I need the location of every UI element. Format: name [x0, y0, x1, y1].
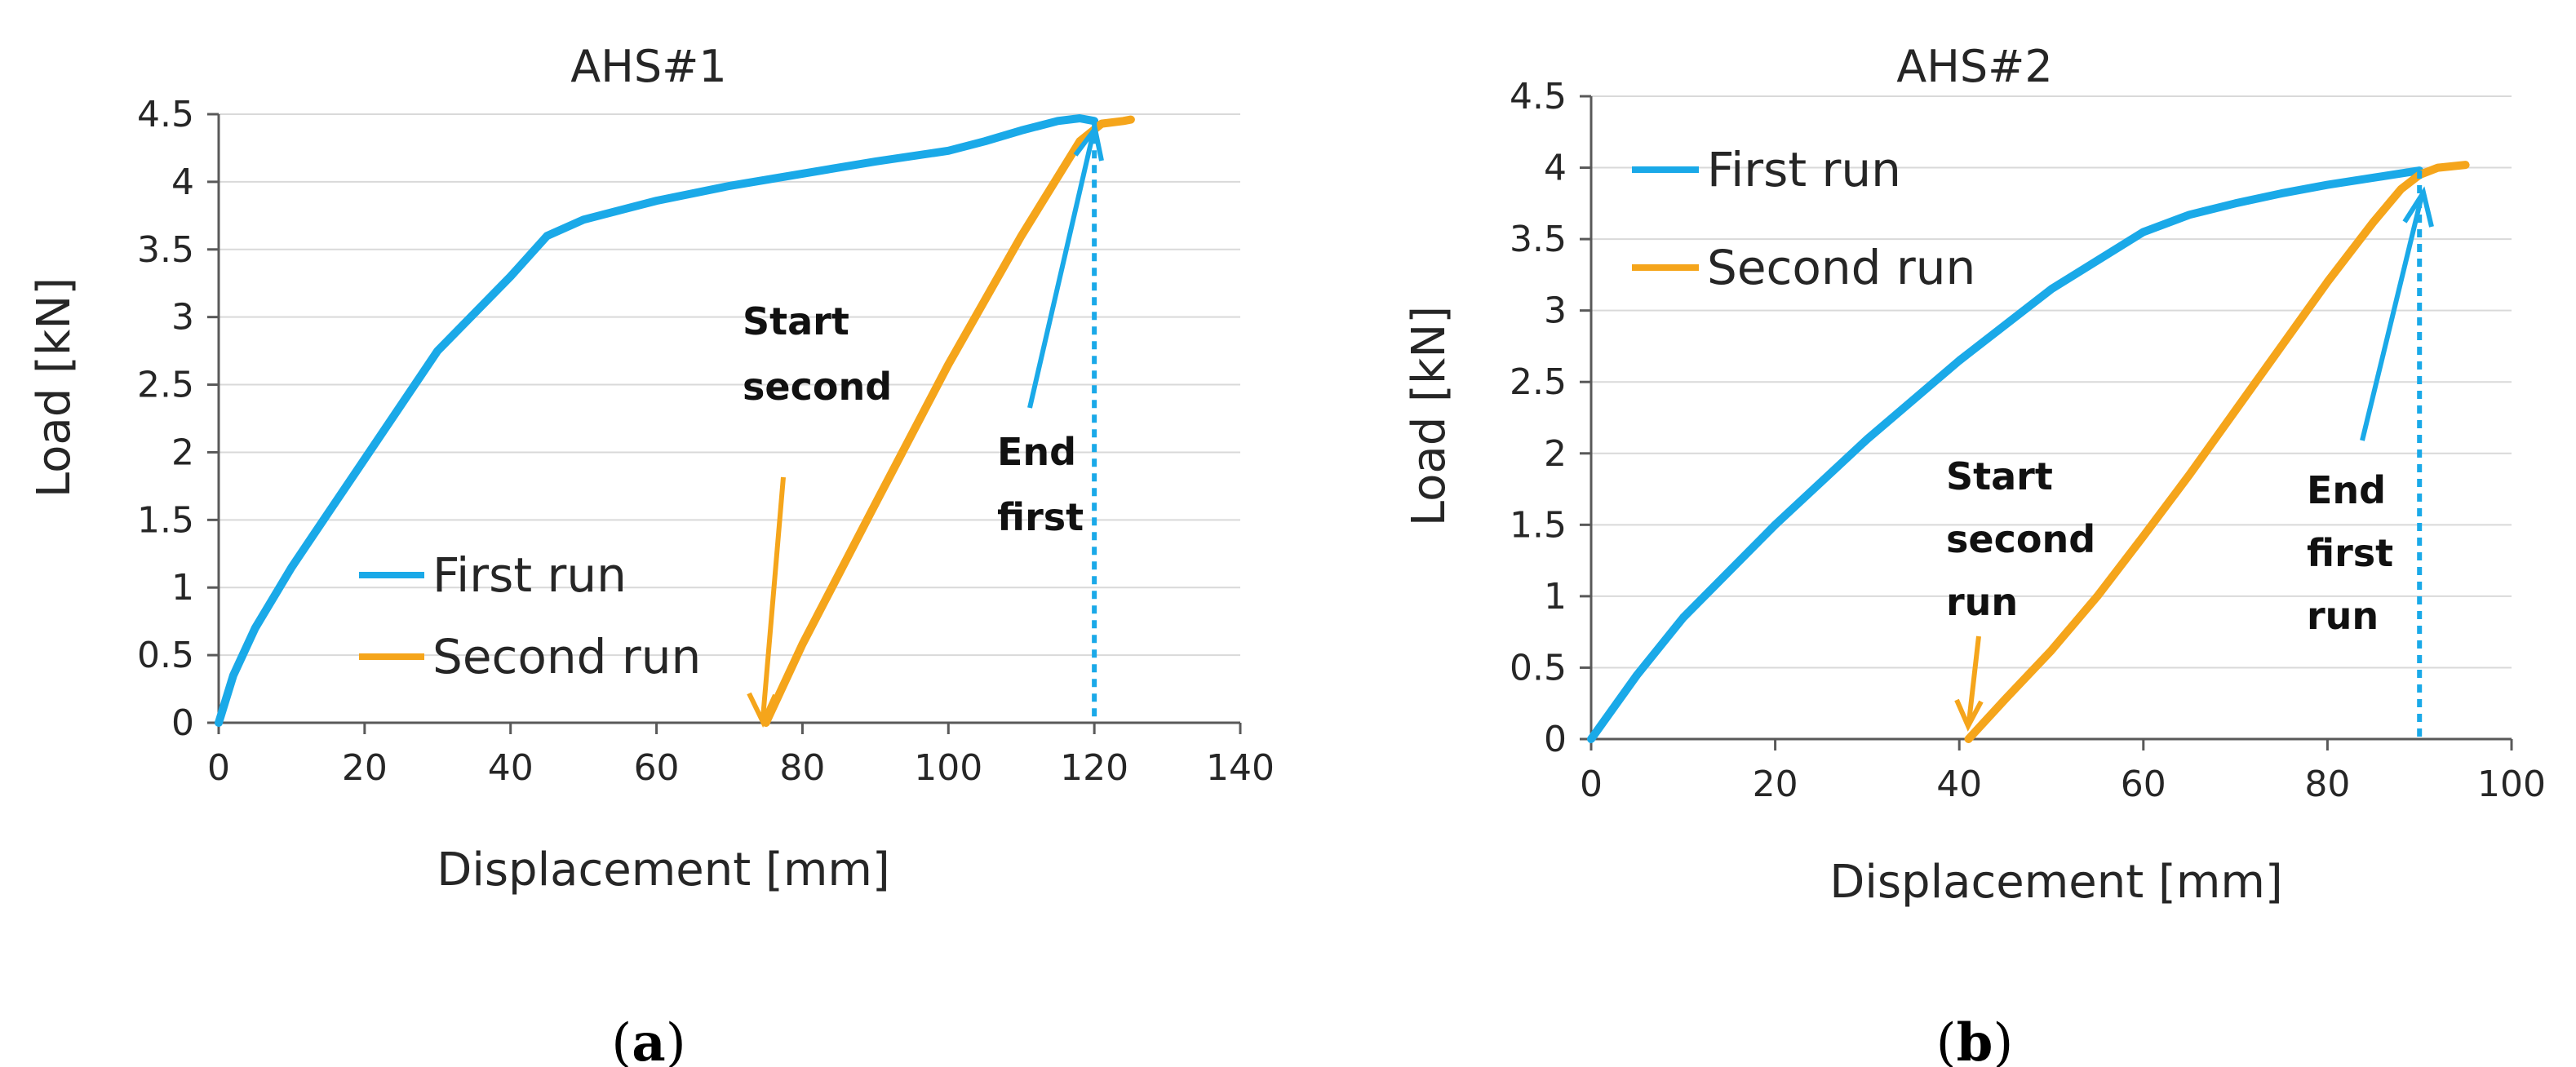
y-tick-label: 3 — [1544, 290, 1567, 332]
legend-a-first-run-label: First run — [432, 547, 627, 603]
annotation-a-end-first: End first — [997, 122, 1104, 539]
y-tick-label: 4 — [1544, 148, 1567, 189]
annotation-a-end-first-line-2: first — [997, 495, 1084, 539]
x-tick-label: 100 — [2477, 764, 2546, 805]
panel-b: AHS#2 0 0.5 1 1.5 2 2.5 3 3.5 4 4.5 0 20 40 60 80 100 D… — [1403, 41, 2546, 1067]
annotation-a-start-second: Start second — [743, 299, 892, 728]
x-tick-label: 40 — [1936, 764, 1982, 805]
arrow-a-end-first — [1027, 131, 1096, 409]
arrow-a-start-second — [760, 476, 786, 719]
x-tick-label: 140 — [1206, 747, 1275, 789]
y-tick-label: 3.5 — [1510, 219, 1567, 260]
chart-b-ylabel: Load [kN] — [1403, 306, 1456, 526]
series-line-second-run — [1964, 161, 2470, 743]
chart-b-legend: First run Second run — [1632, 142, 1975, 295]
y-tick-label: 0 — [1544, 719, 1567, 760]
annotation-b-start-second-run-line-3: run — [1946, 580, 2018, 624]
arrowhead-b-start-second-run-icon — [1954, 698, 1984, 732]
y-tick-label: 2 — [171, 432, 194, 473]
chart-b-xlabel: Displacement [mm] — [1829, 856, 2283, 909]
chart-a-series — [215, 114, 1135, 727]
series-line-first-run — [215, 114, 1099, 727]
y-tick-label: 0.5 — [137, 635, 194, 676]
chart-b-title: AHS#2 — [1896, 41, 2052, 92]
chart-b-axes: 0 0.5 1 1.5 2 2.5 3 3.5 4 4.5 0 20 40 60 80 100 — [1510, 76, 2546, 805]
x-tick-label: 80 — [2304, 764, 2350, 805]
y-tick-label: 3 — [171, 297, 194, 339]
annotation-b-start-second-run: Start second run — [1946, 454, 2095, 732]
annotation-b-end-first-run-line-2: first — [2307, 531, 2393, 575]
y-tick-label: 0.5 — [1510, 647, 1567, 688]
annotation-b-end-first-run: End first run — [2307, 186, 2434, 638]
x-tick-label: 20 — [1753, 764, 1798, 805]
legend-a-second-run-label: Second run — [432, 629, 701, 684]
y-tick-label: 1.5 — [137, 499, 194, 541]
y-tick-label: 2.5 — [137, 365, 194, 406]
x-tick-label: 0 — [207, 747, 230, 789]
x-tick-label: 100 — [914, 747, 982, 789]
arrowhead-b-end-first-run-icon — [2402, 186, 2434, 228]
y-tick-label: 2 — [1544, 433, 1567, 475]
x-tick-label: 80 — [779, 747, 825, 789]
panel-label-a: (a) — [611, 1012, 685, 1067]
annotation-a-start-second-line-1: Start — [743, 299, 849, 343]
y-tick-label: 4.5 — [1510, 76, 1567, 117]
y-tick-label: 1.5 — [1510, 504, 1567, 546]
annotation-b-end-first-run-line-1: End — [2307, 468, 2386, 512]
x-tick-label: 60 — [2121, 764, 2166, 805]
arrowhead-a-start-second-icon — [747, 692, 778, 728]
chart-a-ylabel: Load [kN] — [28, 277, 81, 498]
legend-b-second-run-label: Second run — [1707, 240, 1975, 295]
y-tick-label: 4.5 — [137, 94, 194, 135]
arrowhead-a-end-first-icon — [1073, 122, 1104, 162]
panel-label-b: (b) — [1936, 1012, 2014, 1067]
y-tick-label: 1 — [1544, 576, 1567, 618]
panel-a: AHS#1 0 0.5 1 1.5 2 2.5 3 3.5 4 4.5 0 20 40 60 80 100 12… — [28, 41, 1275, 1067]
chart-a-legend: First run Second run — [359, 547, 701, 684]
y-tick-label: 1 — [171, 567, 194, 609]
annotation-a-end-first-line-1: End — [997, 430, 1076, 474]
chart-a-axes: 0 0.5 1 1.5 2 2.5 3 3.5 4 4.5 0 20 40 60 80 100 120 140 — [137, 94, 1275, 789]
annotation-a-start-second-line-2: second — [743, 365, 892, 409]
legend-b-first-run-label: First run — [1707, 142, 1901, 197]
y-tick-label: 3.5 — [137, 229, 194, 271]
x-tick-label: 120 — [1060, 747, 1128, 789]
chart-b-series — [1587, 161, 2470, 743]
annotation-b-start-second-run-line-2: second — [1946, 517, 2095, 561]
arrow-b-start-second-run — [1966, 635, 1981, 723]
x-tick-label: 60 — [634, 747, 680, 789]
arrow-b-end-first-run — [2360, 195, 2424, 441]
annotation-b-end-first-run-line-3: run — [2307, 594, 2379, 638]
annotation-b-start-second-run-line-1: Start — [1946, 454, 2053, 498]
chart-a-title: AHS#1 — [570, 41, 726, 92]
y-tick-label: 2.5 — [1510, 361, 1567, 403]
y-tick-label: 4 — [171, 162, 194, 203]
x-tick-label: 0 — [1580, 764, 1603, 805]
y-tick-label: 0 — [171, 702, 194, 744]
series-line-first-run — [1587, 166, 2424, 743]
chart-a-grid — [219, 113, 1240, 657]
x-tick-label: 40 — [488, 747, 534, 789]
chart-a-xlabel: Displacement [mm] — [437, 843, 890, 897]
x-tick-label: 20 — [342, 747, 388, 789]
series-line-second-run — [761, 115, 1135, 727]
